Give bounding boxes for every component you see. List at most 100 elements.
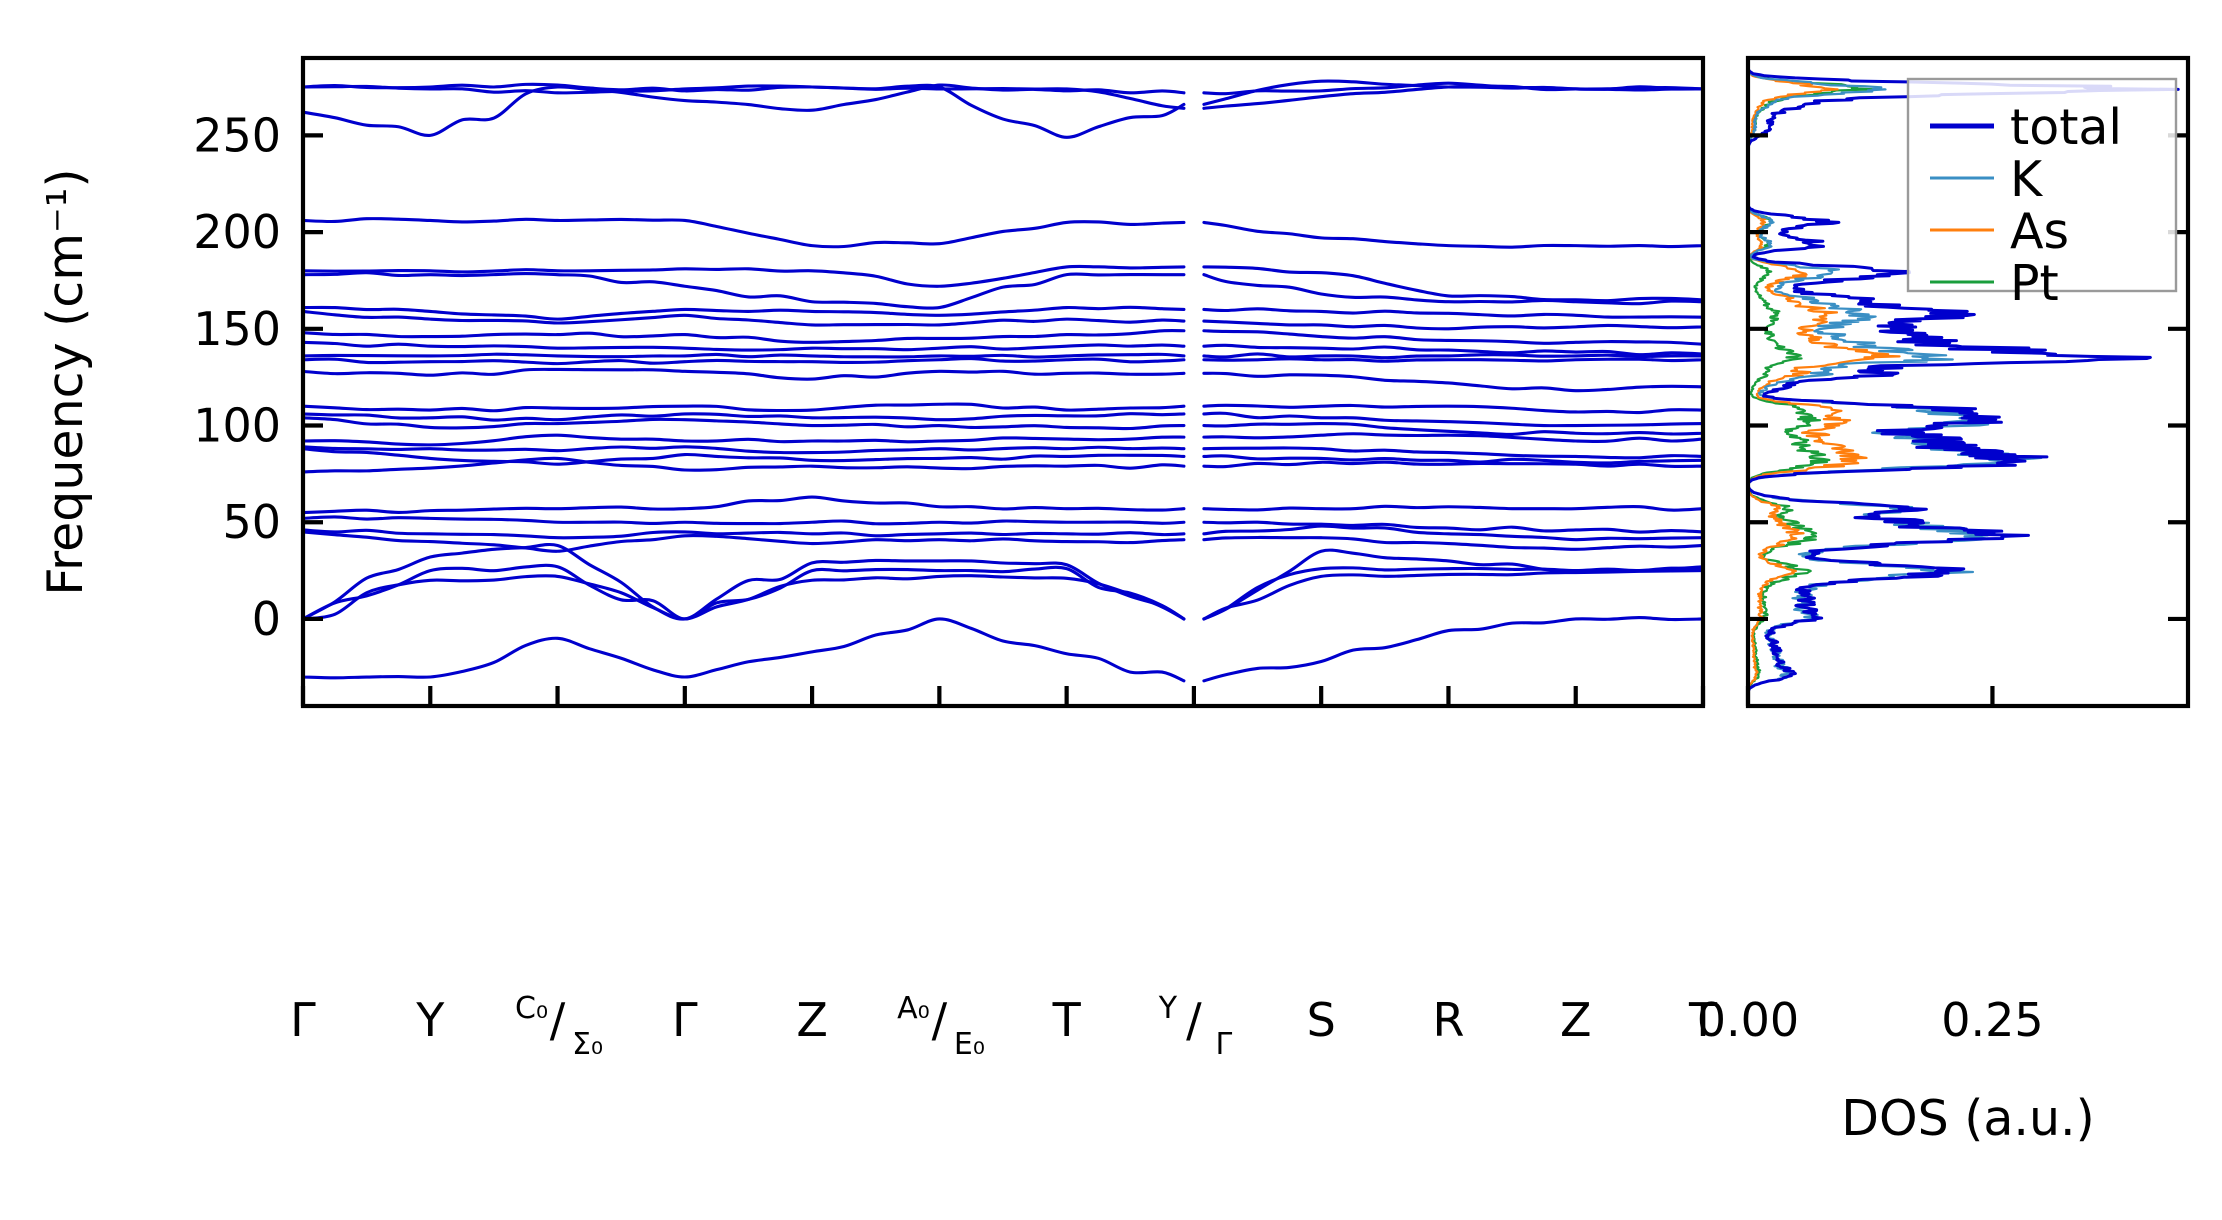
band-curve	[303, 305, 1186, 321]
band-curve	[303, 416, 1186, 431]
x-label-numerator: Y	[1158, 991, 1178, 1026]
band-curve	[303, 617, 1186, 683]
band-x-ticklabel: R	[1432, 993, 1464, 1047]
x-label-point: T	[1052, 993, 1082, 1047]
band-y-ticks	[303, 133, 323, 622]
band-y-ticklabel: 0	[252, 592, 281, 646]
legend-label: K	[2010, 151, 2044, 208]
dos-curve	[1748, 58, 1901, 706]
band-curve	[303, 433, 1186, 447]
dos-x-ticklabel: 0.00	[1697, 993, 1799, 1047]
dos-panel-frame	[1745, 55, 2191, 709]
band-curve	[1202, 504, 1703, 512]
band-x-ticklabel: T	[1688, 993, 1718, 1047]
x-label-denominator: Σ₀	[572, 1027, 603, 1062]
band-curve	[1202, 520, 1703, 534]
band-curve	[303, 402, 1186, 413]
band-curve	[1202, 357, 1703, 363]
dos-curve	[1748, 58, 2180, 706]
band-curve	[303, 542, 1186, 621]
band-curve	[303, 83, 1186, 137]
band-curve	[1202, 432, 1703, 443]
band-panel-frame	[300, 55, 1706, 709]
band-curve	[1202, 535, 1703, 551]
x-label-point: Z	[1560, 993, 1592, 1047]
band-curves-group	[303, 79, 1703, 683]
band-y-ticklabel: 200	[193, 205, 281, 259]
x-label-numerator: A₀	[897, 991, 930, 1026]
band-x-ticklabel: Γ	[290, 993, 316, 1047]
band-curve	[303, 412, 1186, 422]
band-x-ticklabel: S	[1307, 993, 1336, 1047]
band-curve	[303, 530, 1186, 553]
band-x-ticklabel: C₀ / Σ₀	[515, 991, 603, 1062]
band-curve	[1202, 343, 1703, 357]
band-curve	[1202, 566, 1703, 621]
legend-label: As	[2010, 203, 2069, 260]
x-label-point: Z	[796, 993, 828, 1047]
band-y-ticklabels: 250 200 150 100 50 0	[193, 108, 281, 646]
band-y-ticklabel: 150	[193, 302, 281, 356]
band-curve	[1202, 569, 1703, 621]
band-x-ticklabel: T	[1052, 993, 1082, 1047]
band-y-ticklabel: 100	[193, 399, 281, 453]
band-curve	[303, 340, 1186, 352]
band-curve	[303, 82, 1186, 139]
band-curve	[1202, 273, 1703, 306]
band-curve	[1202, 411, 1703, 428]
band-x-ticklabels: Γ Y C₀ / Σ₀ Γ Z A₀ / E₀ T Y / Γ S R Z T	[290, 991, 1718, 1062]
legend-frame	[1906, 77, 2178, 293]
x-label-slash: /	[550, 993, 566, 1047]
band-x-ticks	[300, 686, 1706, 706]
band-curve	[1202, 329, 1703, 346]
band-curve	[303, 217, 1186, 249]
band-curve	[1202, 460, 1703, 469]
band-curve	[303, 367, 1186, 381]
band-curve	[303, 309, 1186, 327]
band-curve	[303, 445, 1186, 455]
band-curve	[1202, 319, 1703, 331]
band-curve	[1202, 446, 1703, 460]
band-curve	[1202, 524, 1703, 542]
band-curve	[303, 574, 1186, 621]
band-curve	[303, 563, 1186, 621]
x-label-point: Y	[415, 993, 445, 1047]
dos-x-ticks	[1745, 686, 1995, 706]
dos-x-axis-title: DOS (a.u.)	[1841, 1090, 2094, 1147]
y-axis-title: Frequency (cm⁻¹)	[37, 168, 94, 595]
x-label-denominator: Γ	[1216, 1027, 1233, 1062]
band-curve	[303, 271, 1186, 310]
band-x-ticklabel: A₀ / E₀	[897, 991, 985, 1062]
band-x-ticklabel: Y	[415, 993, 445, 1047]
band-x-ticklabel: Z	[1560, 993, 1592, 1047]
x-label-denominator: E₀	[954, 1027, 985, 1062]
legend-label: Pt	[2010, 255, 2059, 312]
band-curve	[1202, 352, 1703, 360]
dos-x-ticklabels: 0.00 0.25	[1697, 993, 2044, 1047]
band-curve	[1202, 454, 1703, 465]
band-x-ticklabel: Y / Γ	[1158, 991, 1233, 1062]
band-curve	[1202, 403, 1703, 415]
band-curve	[303, 352, 1186, 359]
band-curve	[303, 528, 1186, 540]
band-x-ticklabel: Γ	[672, 993, 698, 1047]
x-label-slash: /	[1186, 993, 1202, 1047]
x-label-numerator: C₀	[515, 991, 548, 1026]
band-curve	[303, 84, 1186, 110]
band-curve	[1202, 371, 1703, 393]
dos-curves-group	[1748, 58, 2180, 706]
band-y-ticklabel: 250	[193, 108, 281, 162]
band-curve	[303, 515, 1186, 526]
band-curve	[1202, 616, 1703, 683]
x-label-point: T	[1688, 993, 1718, 1047]
band-curve	[303, 329, 1186, 344]
band-x-ticklabel: Z	[796, 993, 828, 1047]
band-curve	[1202, 265, 1703, 303]
band-curve	[1202, 422, 1703, 436]
x-label-point: S	[1307, 993, 1336, 1047]
dos-x-ticklabel: 0.25	[1941, 993, 2043, 1047]
